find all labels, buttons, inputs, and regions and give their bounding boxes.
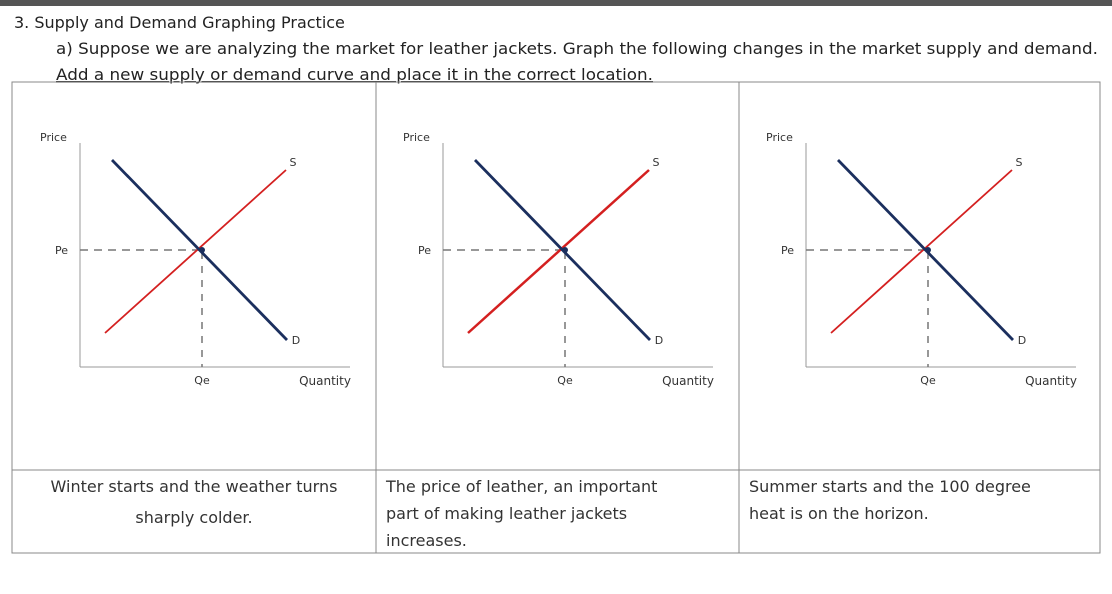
- curve-label: S: [653, 156, 660, 169]
- axis-label: Quantity: [662, 374, 714, 388]
- section-title: 3. Supply and Demand Graphing Practice: [14, 13, 345, 32]
- axis-label: Quantity: [1025, 374, 1077, 388]
- caption: Winter starts and the weather turns: [51, 477, 338, 496]
- axis-label: Price: [766, 131, 793, 144]
- curve-label: D: [292, 334, 300, 347]
- equilibrium-point: [925, 247, 931, 253]
- supply-curve: [104, 169, 287, 334]
- caption: Summer starts and the 100 degree: [749, 477, 1031, 496]
- table-frame: [11, 81, 1101, 554]
- instruction: a) Suppose we are analyzing the market f…: [56, 39, 1098, 58]
- top-bar: [0, 0, 1112, 6]
- supply-curve: [467, 169, 650, 334]
- caption: heat is on the horizon.: [749, 504, 929, 523]
- axis-label: Quantity: [299, 374, 351, 388]
- axis-label: Qe: [920, 374, 936, 387]
- equilibrium-point: [199, 247, 205, 253]
- supply-curve: [830, 169, 1013, 334]
- instruction: Add a new supply or demand curve and pla…: [56, 65, 653, 84]
- axis-label: Qe: [194, 374, 210, 387]
- caption: sharply colder.: [135, 508, 252, 527]
- caption: The price of leather, an important: [385, 477, 657, 496]
- equilibrium-point: [562, 247, 568, 253]
- curve-label: S: [1016, 156, 1023, 169]
- caption: part of making leather jackets: [386, 504, 627, 523]
- axis-label: Price: [403, 131, 430, 144]
- axis-label: Price: [40, 131, 67, 144]
- axis-label: Qe: [557, 374, 573, 387]
- curve-label: D: [1018, 334, 1026, 347]
- axis-label: Pe: [55, 244, 68, 257]
- curve-label: S: [290, 156, 297, 169]
- axis-label: Pe: [781, 244, 794, 257]
- axis-label: Pe: [418, 244, 431, 257]
- curve-label: D: [655, 334, 663, 347]
- caption: increases.: [386, 531, 467, 550]
